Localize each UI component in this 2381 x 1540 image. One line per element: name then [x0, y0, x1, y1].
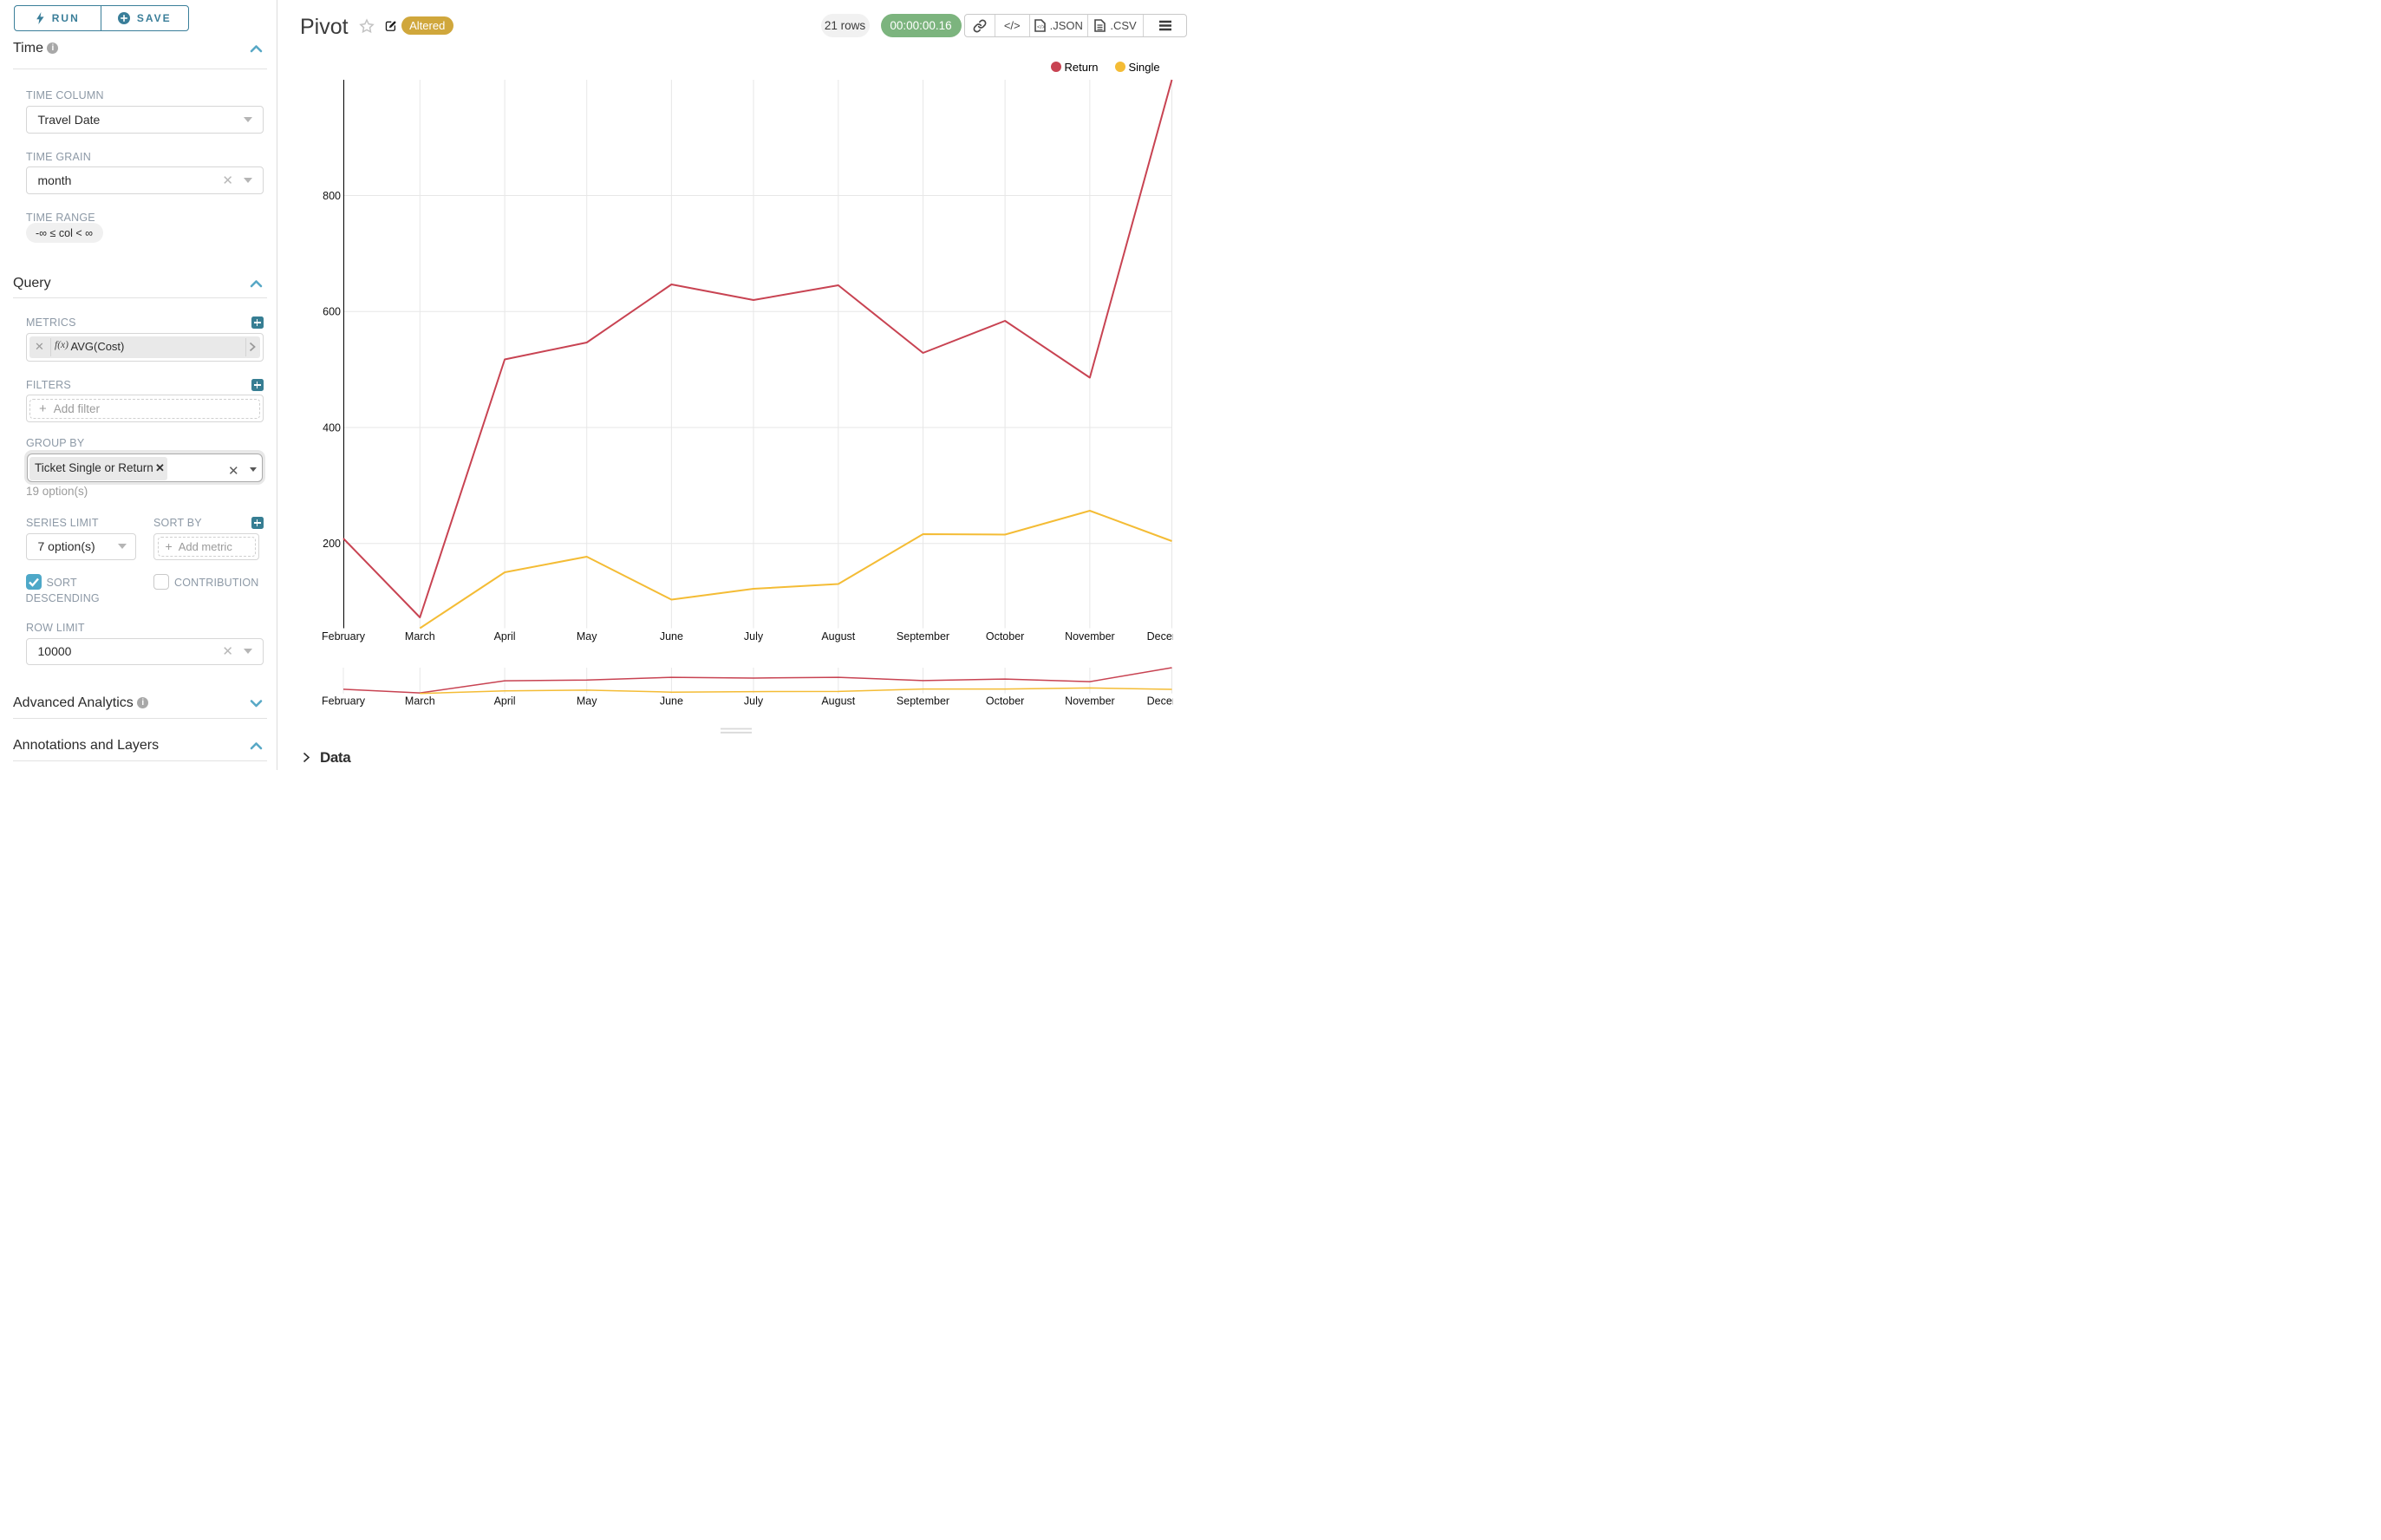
svg-text:November: November	[1065, 630, 1115, 643]
svg-text:April: April	[494, 695, 516, 708]
svg-text:</>: </>	[1037, 24, 1046, 30]
svg-text:June: June	[660, 630, 683, 643]
svg-text:June: June	[660, 695, 683, 708]
svg-text:February: February	[322, 695, 366, 708]
svg-text:April: April	[494, 630, 516, 643]
svg-text:February: February	[322, 630, 366, 643]
svg-text:December: December	[1147, 695, 1173, 708]
svg-text:October: October	[986, 695, 1024, 708]
svg-text:March: March	[405, 695, 435, 708]
svg-text:October: October	[986, 630, 1024, 643]
svg-text:March: March	[405, 630, 435, 643]
svg-text:May: May	[577, 695, 597, 708]
svg-text:September: September	[897, 630, 949, 643]
svg-text:September: September	[897, 695, 949, 708]
svg-text:August: August	[821, 630, 855, 643]
svg-text:400: 400	[323, 422, 341, 434]
svg-text:May: May	[577, 630, 597, 643]
svg-text:600: 600	[323, 306, 341, 318]
svg-text:August: August	[821, 695, 855, 708]
svg-text:800: 800	[323, 190, 341, 202]
svg-text:July: July	[744, 630, 764, 643]
svg-text:July: July	[744, 695, 764, 708]
svg-text:December: December	[1147, 630, 1173, 643]
svg-text:200: 200	[323, 538, 341, 550]
svg-text:November: November	[1065, 695, 1115, 708]
